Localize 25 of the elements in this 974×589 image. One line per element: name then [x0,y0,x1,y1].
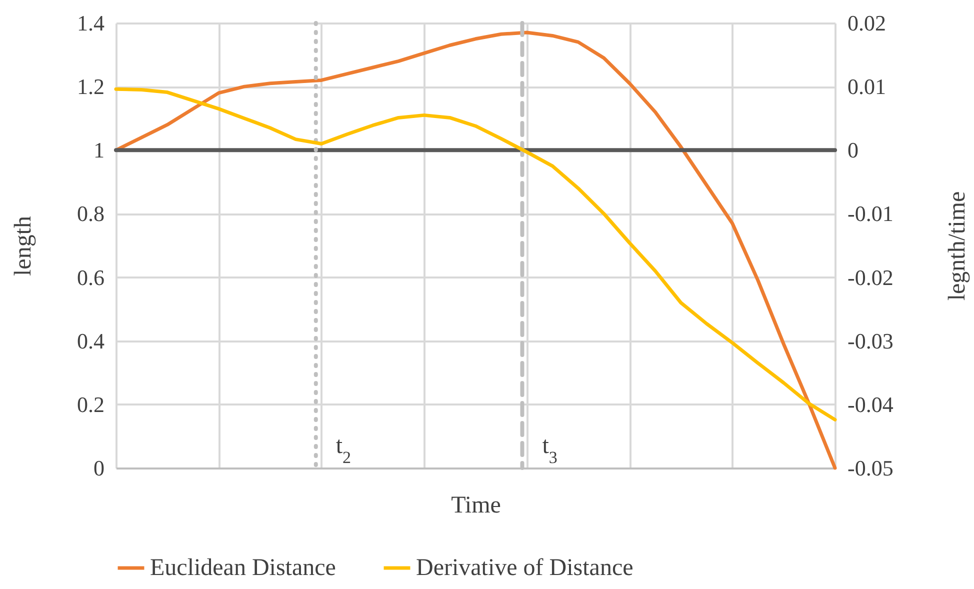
y2-tick-label: 0.01 [848,74,886,100]
y2-tick-label: -0.02 [848,264,894,290]
y-tick-label: 0.4 [77,328,104,354]
y2-tick-label: 0 [848,138,858,163]
x-axis-title: Time [451,492,501,518]
legend-label: Euclidean Distance [150,555,336,581]
annotation: t$_{3}$ [542,433,558,466]
y-tick-label: 0.2 [77,392,104,417]
y2-tick-label: -0.05 [848,456,894,480]
y2-tick-label: -0.03 [848,328,894,354]
y-tick-label: 1 [94,138,104,163]
y-tick-label: 1.2 [77,74,104,100]
y2-tick-label: -0.01 [848,201,894,226]
y2-tick-label: 0.02 [848,10,886,36]
y-tick-label: 0.8 [77,201,104,226]
line-series [114,87,837,422]
y2-tick-label: -0.04 [848,392,894,417]
legend-label: Derivative of Distance [416,555,634,581]
y-tick-label: 1.4 [77,10,104,36]
line-series [114,30,837,470]
y2-axis-title: legnth/time [944,191,970,301]
annotation: t$_{2}$ [336,433,352,466]
y-tick-label: 0.6 [77,264,104,290]
y-tick-label: 0 [94,456,104,480]
y-axis-title: length [10,216,36,276]
